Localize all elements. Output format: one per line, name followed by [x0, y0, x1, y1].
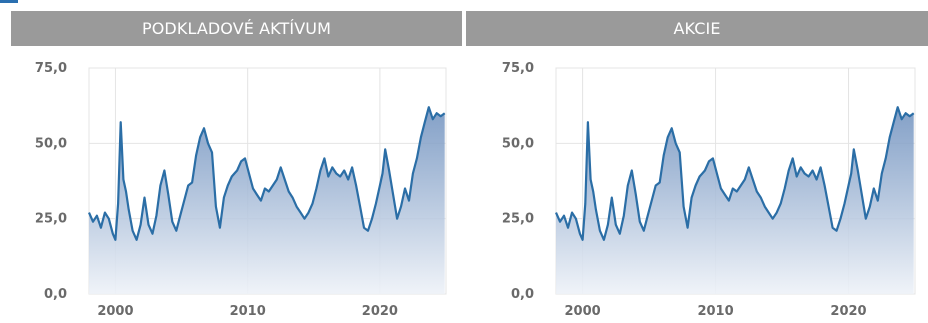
y-tick-label: 25,0: [502, 212, 534, 227]
y-tick-label: 50,0: [502, 136, 534, 151]
stock-chart: 75,0 50,0 25,0 0,0 2000 2010 2020: [502, 61, 916, 319]
series-area: [89, 107, 445, 294]
y-tick-label: 75,0: [35, 61, 67, 76]
x-tick-label: 2000: [564, 304, 600, 319]
y-tick-label: 50,0: [35, 136, 67, 151]
y-tick-label: 0,0: [44, 287, 67, 302]
x-tick-label: 2000: [97, 304, 133, 319]
underlying-asset-header: PODKLADOVÉ AKTÍVUM: [11, 11, 462, 46]
series-line: [554, 106, 915, 241]
series-line: [87, 106, 446, 241]
x-tick-label: 2010: [230, 304, 266, 319]
x-tick-label: 2020: [362, 304, 398, 319]
y-tick-label: 0,0: [511, 287, 534, 302]
series-area: [556, 107, 914, 294]
top-accent-mark: [0, 0, 18, 3]
y-tick-label: 25,0: [35, 212, 67, 227]
x-tick-label: 2010: [697, 304, 733, 319]
y-tick-label: 75,0: [502, 61, 534, 76]
x-tick-label: 2020: [830, 304, 866, 319]
underlying-asset-chart: 75,0 50,0 25,0 0,0 2000 2010 2020: [35, 61, 447, 319]
stock-header: AKCIE: [466, 11, 928, 46]
